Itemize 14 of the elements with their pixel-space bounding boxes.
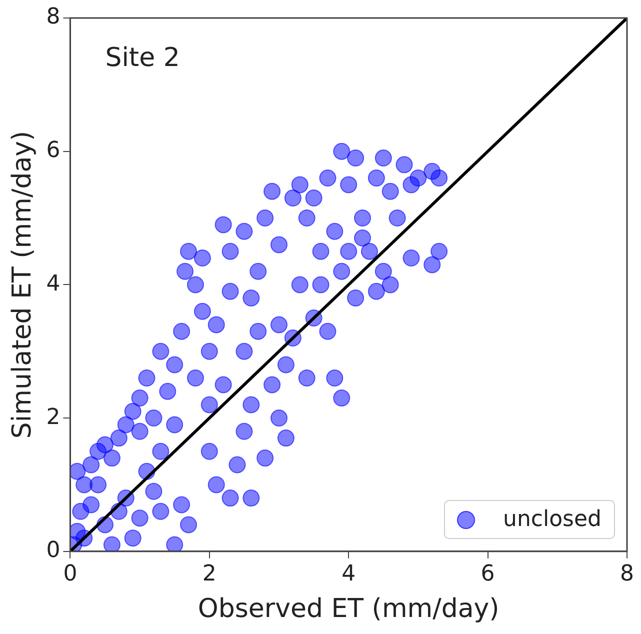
y-tick-label: 6 <box>46 138 60 164</box>
y-tick-label: 0 <box>46 538 60 564</box>
annotation: Site 2 <box>105 42 180 73</box>
x-tick-label: 0 <box>63 561 78 586</box>
legend-label: unclosed <box>503 507 602 532</box>
x-tick-label: 8 <box>620 561 634 586</box>
x-axis-title: Observed ET (mm/day) <box>198 594 500 624</box>
y-tick-label: 2 <box>46 404 60 430</box>
x-tick-label: 4 <box>342 561 356 586</box>
y-tick-label: 4 <box>46 271 60 296</box>
y-axis-title: Simulated ET (mm/day) <box>7 130 38 439</box>
x-tick-label: 2 <box>202 561 216 586</box>
y-tick-label: 8 <box>46 4 60 30</box>
x-tick-label: 6 <box>480 561 495 586</box>
